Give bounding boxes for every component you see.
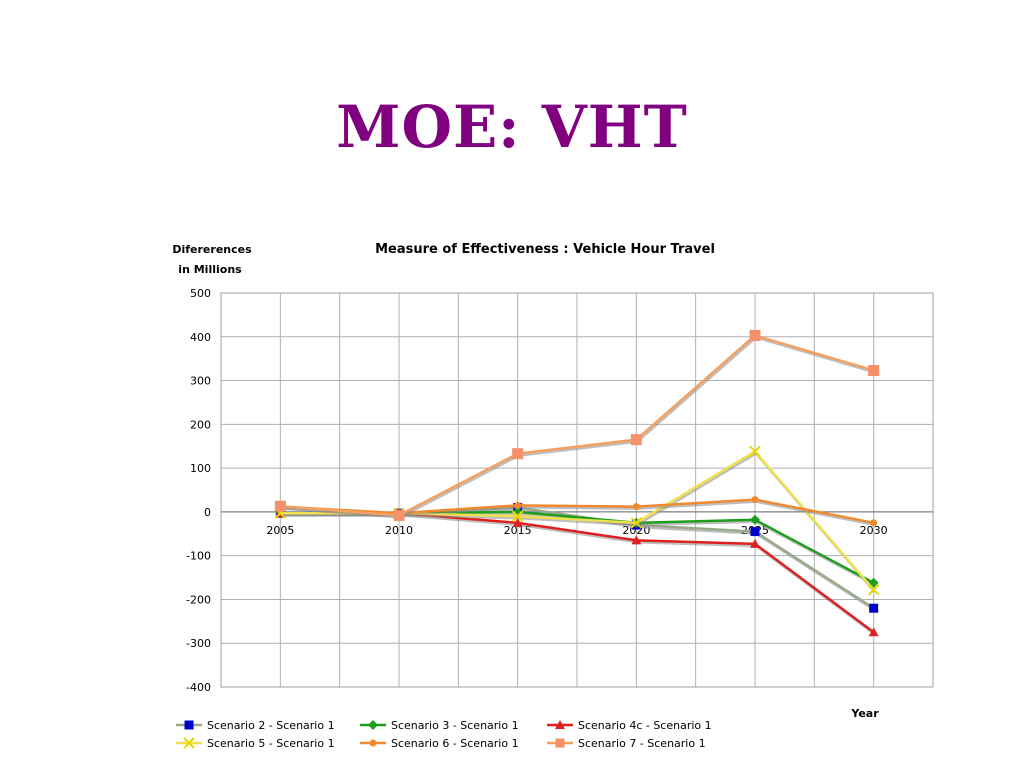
marker-stroke xyxy=(749,445,761,458)
data-point xyxy=(630,434,642,446)
data-point xyxy=(751,496,759,504)
data-point xyxy=(512,517,523,527)
y-tick-label: 0 xyxy=(204,506,211,519)
marker-stroke xyxy=(183,737,195,749)
legend-swatch-marker xyxy=(183,737,195,749)
legend-item: Scenario 2 - Scenario 1 xyxy=(176,719,335,732)
data-point xyxy=(869,603,879,613)
chart-title: Measure of Effectiveness : Vehicle Hour … xyxy=(375,242,715,257)
legend-label: Scenario 3 - Scenario 1 xyxy=(391,719,519,732)
legend-label: Scenario 6 - Scenario 1 xyxy=(391,737,519,750)
series-line-shadow xyxy=(281,452,876,593)
data-point xyxy=(630,517,643,529)
legend-label: Scenario 7 - Scenario 1 xyxy=(578,737,706,750)
series-line-shadow xyxy=(281,508,876,612)
legend-swatch-marker xyxy=(368,720,378,730)
y-tick-label: -200 xyxy=(186,593,211,606)
legend-label: Scenario 5 - Scenario 1 xyxy=(207,737,335,750)
series-group xyxy=(274,329,880,637)
legend-swatch-marker xyxy=(369,739,377,747)
data-point xyxy=(631,535,642,545)
data-point xyxy=(511,510,524,522)
x-tick-label: 2010 xyxy=(385,524,413,537)
data-point xyxy=(750,527,760,537)
legend-item: Scenario 7 - Scenario 1 xyxy=(547,737,706,750)
series-line xyxy=(280,498,874,525)
x-tick-label: 2005 xyxy=(266,524,294,537)
legend-item: Scenario 4c - Scenario 1 xyxy=(547,719,712,732)
y-tick-label: 100 xyxy=(190,462,211,475)
data-point xyxy=(868,627,879,637)
legend-swatch-marker xyxy=(184,720,194,730)
legend-swatch-marker xyxy=(555,738,565,748)
data-point xyxy=(867,584,880,596)
plot-border xyxy=(220,292,934,688)
data-point xyxy=(512,448,524,460)
series-line-shadow xyxy=(281,336,876,519)
marker-stroke xyxy=(630,517,643,529)
legend-item: Scenario 6 - Scenario 1 xyxy=(360,737,519,750)
series-6 xyxy=(274,329,880,521)
series-line-shadow xyxy=(281,512,876,586)
y-tick-label: -400 xyxy=(186,681,211,694)
marker-stroke xyxy=(511,510,524,522)
legend-label: Scenario 2 - Scenario 1 xyxy=(207,719,335,732)
legend-item: Scenario 5 - Scenario 1 xyxy=(176,737,335,750)
data-point xyxy=(750,514,760,525)
data-point xyxy=(274,500,286,512)
slide-title: MOE: VHT xyxy=(336,93,688,161)
x-tick-label: 2030 xyxy=(860,524,888,537)
y-tick-label: 300 xyxy=(190,375,211,388)
data-point xyxy=(750,538,760,548)
series-line xyxy=(280,334,875,517)
y-tick-label: 200 xyxy=(190,418,211,431)
series-line-shadow xyxy=(281,513,876,636)
y-tick-label: -100 xyxy=(186,550,211,563)
data-point xyxy=(512,506,523,517)
y-axis-label-line-2: in Millions xyxy=(178,263,242,276)
data-point xyxy=(393,509,405,521)
data-point xyxy=(870,519,878,527)
x-axis-label: Year xyxy=(850,707,879,720)
data-point xyxy=(514,501,522,509)
data-point xyxy=(749,329,761,341)
x-tick-label: 2015 xyxy=(504,524,532,537)
axes: 500 400 300 200 100 0 -100 -200 -300 -400 2005 2010… xyxy=(186,287,934,694)
data-point xyxy=(868,364,880,376)
grid xyxy=(220,292,934,688)
y-tick-label: -300 xyxy=(186,637,211,650)
y-tick-label: 400 xyxy=(190,331,211,344)
legend-item: Scenario 3 - Scenario 1 xyxy=(360,719,519,732)
data-point xyxy=(632,503,640,511)
y-axis-label-line-1: Difererences xyxy=(172,243,252,256)
legend: Scenario 2 - Scenario 1 Scenario 3 - Scen… xyxy=(176,719,712,750)
legend-label: Scenario 4c - Scenario 1 xyxy=(578,719,712,732)
data-point xyxy=(749,445,761,458)
legend-swatch-marker xyxy=(555,720,565,729)
marker-stroke xyxy=(867,584,880,596)
y-tick-label: 500 xyxy=(190,287,211,300)
